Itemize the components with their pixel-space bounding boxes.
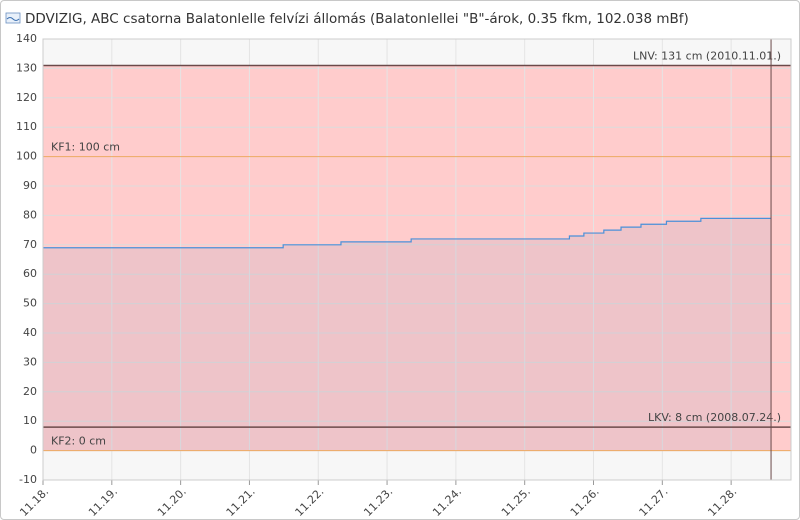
reference-label: LKV: 8 cm (2008.07.24.): [648, 411, 781, 424]
logo: [5, 12, 21, 24]
x-tick-label: 11.22.: [293, 485, 327, 519]
x-tick-label: 11.21.: [224, 485, 258, 519]
y-tick-label: 0: [30, 444, 37, 457]
chart-title: DDVIZIG, ABC csatorna Balatonlelle felví…: [25, 11, 689, 27]
x-tick-label: 11.20.: [155, 485, 189, 519]
reference-label: LNV: 131 cm (2010.11.01.): [633, 49, 781, 62]
y-tick-label: 70: [23, 238, 37, 251]
x-tick-label: 11.24.: [430, 485, 464, 519]
y-tick-label: 30: [23, 355, 37, 368]
y-tick-label: 40: [23, 326, 37, 339]
x-tick-label: 11.19.: [86, 485, 120, 519]
y-tick-label: 130: [16, 61, 37, 74]
y-tick-label: 140: [16, 32, 37, 45]
reference-label: KF1: 100 cm: [51, 141, 120, 154]
band: [43, 65, 791, 451]
y-tick-label: 50: [23, 297, 37, 310]
x-tick-label: 11.27.: [637, 485, 671, 519]
x-tick-label: 11.26.: [568, 485, 602, 519]
area-fill: [43, 218, 772, 451]
y-tick-label: 90: [23, 179, 37, 192]
x-tick-label: 11.25.: [499, 485, 533, 519]
x-tick-label: 11.23.: [361, 485, 395, 519]
y-tick-label: 110: [16, 120, 37, 133]
y-tick-label: 20: [23, 385, 37, 398]
y-tick-label: 80: [23, 208, 37, 221]
reference-label: KF2: 0 cm: [51, 435, 106, 448]
y-tick-label: 10: [23, 414, 37, 427]
y-tick-label: -10: [19, 473, 37, 486]
x-tick-label: 11.18.: [17, 485, 51, 519]
y-tick-label: 100: [16, 150, 37, 163]
series-line: [43, 217, 772, 249]
y-tick-label: 60: [23, 267, 37, 280]
plot-border: [42, 38, 792, 481]
x-tick-label: 11.28.: [705, 485, 739, 519]
y-tick-label: 120: [16, 91, 37, 104]
